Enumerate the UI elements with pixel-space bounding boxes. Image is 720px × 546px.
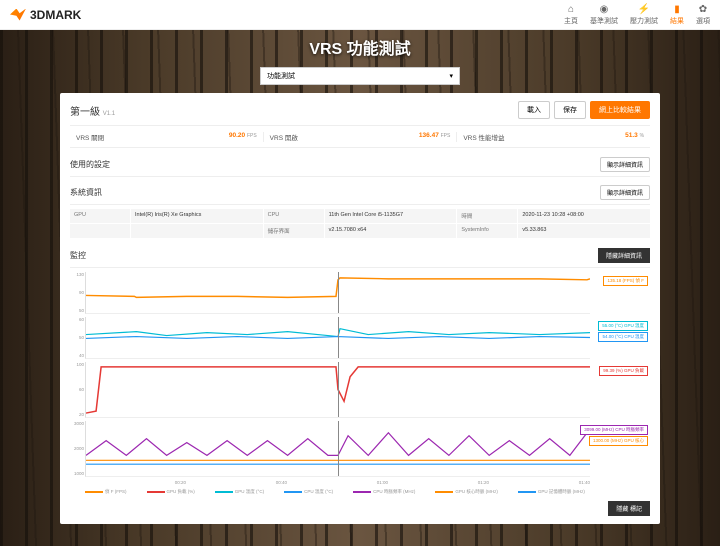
metric-label: VRS 性能增益 bbox=[463, 132, 504, 142]
chart: 3000200010003099.00 (MHz) CPU 時脈頻率1300.0… bbox=[85, 421, 590, 477]
show-settings-button[interactable]: 顯示詳細資訊 bbox=[600, 157, 650, 172]
info-value bbox=[131, 224, 263, 238]
legend-item: GPU 核心時脈 (MHz) bbox=[435, 489, 498, 495]
metric: VRS 開啟 136.47 FPS bbox=[264, 132, 458, 142]
chart: 60504055.00 (°C) GPU 溫度54.00 (°C) CPU 溫度 bbox=[85, 317, 590, 359]
xtick: 01:20 bbox=[478, 480, 489, 485]
test-dropdown[interactable]: 功能測試 ▾ bbox=[260, 67, 460, 85]
sysinfo-section-title: 系統資訊 bbox=[70, 187, 102, 198]
chart-series-label: 1300.00 (MHz) GPU 核心 bbox=[589, 436, 648, 446]
hide-detail-button[interactable]: 隱藏詳細資訊 bbox=[598, 248, 650, 263]
legend-item: GPU 記憶體時脈 (MHz) bbox=[518, 489, 585, 495]
info-value: v5.33.863 bbox=[518, 224, 650, 238]
xtick: 01:00 bbox=[377, 480, 388, 485]
nav-label: 壓力測試 bbox=[630, 16, 658, 26]
brand-logo: 3DMARK bbox=[10, 8, 81, 22]
nav-label: 基準測試 bbox=[590, 16, 618, 26]
nav-item-結果[interactable]: ▮結果 bbox=[670, 4, 684, 26]
top-nav: ⌂主頁 ◉基準測試 ⚡壓力測試 ▮結果 ✿選項 bbox=[564, 4, 710, 26]
info-label: CPU bbox=[264, 209, 324, 223]
load-button[interactable]: 載入 bbox=[518, 101, 550, 119]
nav-label: 選項 bbox=[696, 16, 710, 26]
metric: VRS 性能增益 51.3 % bbox=[457, 132, 650, 142]
info-value: Intel(R) Iris(R) Xe Graphics bbox=[131, 209, 263, 223]
xtick: 00:20 bbox=[175, 480, 186, 485]
nav-item-壓力測試[interactable]: ⚡壓力測試 bbox=[630, 4, 658, 26]
nav-label: 結果 bbox=[670, 16, 684, 26]
metric-value: 136.47 FPS bbox=[419, 132, 450, 142]
monitor-section-title: 監控 bbox=[70, 250, 86, 261]
info-value: v2.15.7080 x64 bbox=[325, 224, 457, 238]
chart-series-label: 54.00 (°C) CPU 溫度 bbox=[598, 332, 648, 342]
logo-icon bbox=[10, 9, 26, 21]
chart-legend: 偵 F (FPS) GPU 負載 (%) GPU 溫度 (°C) CPU 溫度 (°C… bbox=[85, 489, 650, 495]
legend-item: GPU 負載 (%) bbox=[147, 489, 195, 495]
nav-icon: ◉ bbox=[600, 4, 609, 15]
chart: 100602099.39 (%) GPU 負載 bbox=[85, 362, 590, 418]
hide-mark-button[interactable]: 隱藏 標記 bbox=[608, 501, 650, 516]
settings-section-title: 使用的設定 bbox=[70, 159, 110, 170]
dropdown-value: 功能測試 bbox=[267, 71, 295, 81]
info-label: SystemInfo bbox=[457, 224, 517, 238]
legend-item: CPU 溫度 (°C) bbox=[284, 489, 333, 495]
legend-item: GPU 溫度 (°C) bbox=[215, 489, 264, 495]
nav-icon: ▮ bbox=[674, 4, 680, 15]
chart-series-label: 3099.00 (MHz) CPU 時脈頻率 bbox=[580, 425, 648, 435]
save-button[interactable]: 保存 bbox=[554, 101, 586, 119]
chart-series-label: 99.39 (%) GPU 負載 bbox=[599, 366, 648, 376]
nav-item-基準測試[interactable]: ◉基準測試 bbox=[590, 4, 618, 26]
page-title: VRS 功能測試 bbox=[60, 35, 660, 59]
nav-item-主頁[interactable]: ⌂主頁 bbox=[564, 4, 578, 26]
info-value: 2020-11-23 10:28 +08:00 bbox=[518, 209, 650, 223]
nav-icon: ⚡ bbox=[638, 4, 650, 15]
brand-text: 3DMARK bbox=[30, 8, 81, 22]
metric-label: VRS 關閉 bbox=[76, 132, 104, 142]
metric: VRS 關閉 90.20 FPS bbox=[70, 132, 264, 142]
info-label: 時間 bbox=[457, 209, 517, 223]
show-sysinfo-button[interactable]: 顯示詳細資訊 bbox=[600, 185, 650, 200]
nav-item-選項[interactable]: ✿選項 bbox=[696, 4, 710, 26]
compare-button[interactable]: 網上比較結果 bbox=[590, 101, 650, 119]
chart-series-label: 55.00 (°C) GPU 溫度 bbox=[598, 321, 648, 331]
metric-value: 90.20 FPS bbox=[229, 132, 257, 142]
info-value: 11th Gen Intel Core i5-1135G7 bbox=[325, 209, 457, 223]
legend-item: CPU 時脈頻率 (MHz) bbox=[353, 489, 415, 495]
nav-icon: ✿ bbox=[699, 4, 707, 15]
info-label: 儲存界面 bbox=[264, 224, 324, 238]
metric-value: 51.3 % bbox=[625, 132, 644, 142]
chart: 1309050135.18 (FPS) 偵 F bbox=[85, 272, 590, 314]
tier-label: 第一級 V1.1 bbox=[70, 103, 115, 118]
info-label bbox=[70, 224, 130, 238]
xtick: 00:40 bbox=[276, 480, 287, 485]
info-label: GPU bbox=[70, 209, 130, 223]
metric-label: VRS 開啟 bbox=[270, 132, 298, 142]
xtick: 01:40 bbox=[579, 480, 590, 485]
nav-icon: ⌂ bbox=[568, 4, 574, 15]
legend-item: 偵 F (FPS) bbox=[85, 489, 127, 495]
chevron-down-icon: ▾ bbox=[449, 72, 453, 80]
chart-series-label: 135.18 (FPS) 偵 F bbox=[603, 276, 648, 286]
nav-label: 主頁 bbox=[564, 16, 578, 26]
